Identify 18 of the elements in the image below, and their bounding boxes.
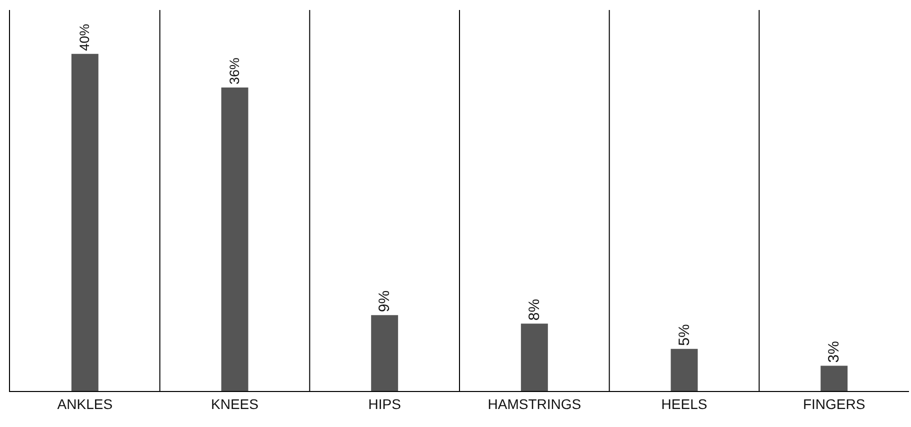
x-tick-label: HAMSTRINGS	[488, 396, 582, 412]
bar	[71, 54, 98, 391]
x-tick-label: HIPS	[368, 396, 401, 412]
bar	[520, 324, 548, 391]
bar	[820, 366, 848, 391]
bar	[221, 88, 248, 391]
x-tick-label: FINGERS	[802, 396, 866, 412]
data-label: 36%	[226, 58, 242, 85]
data-label: 8%	[526, 298, 543, 321]
data-label: 5%	[676, 324, 693, 346]
x-tick-label: ANKLES	[57, 396, 113, 412]
data-label: 3%	[826, 341, 843, 363]
bar	[670, 348, 698, 391]
x-tick-label: KNEES	[211, 396, 258, 412]
x-tick-label: HEELS	[661, 396, 708, 412]
bar	[371, 315, 398, 391]
data-label: 40%	[76, 24, 92, 51]
data-label: 9%	[376, 290, 394, 312]
